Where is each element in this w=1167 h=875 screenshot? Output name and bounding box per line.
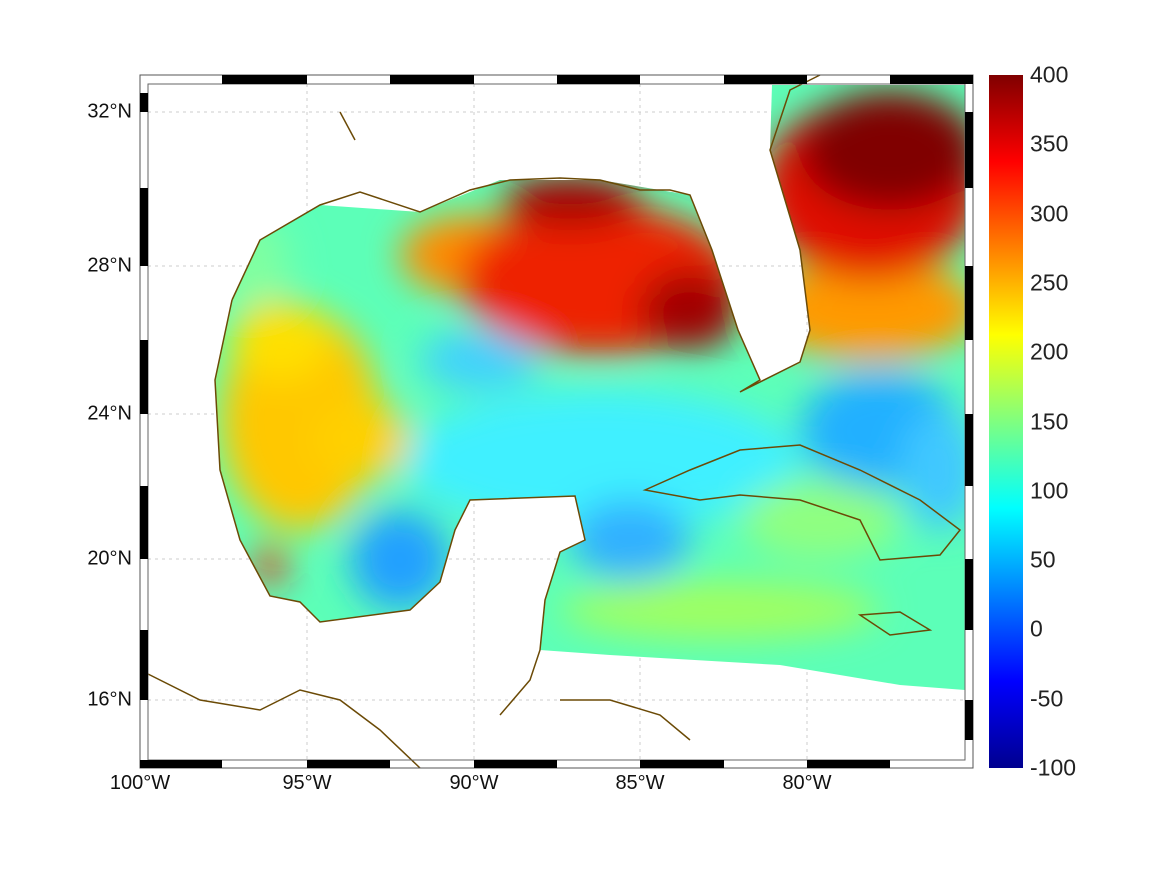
colorbar-tick: -50 <box>1030 685 1064 712</box>
colorbar-tick: 200 <box>1030 338 1069 365</box>
lon-tick: 85°W <box>615 772 665 794</box>
colorbar-tick: 100 <box>1030 477 1069 504</box>
colorbar-tick: 150 <box>1030 408 1069 434</box>
colorbar-tick: -100 <box>1030 754 1077 781</box>
lon-tick: 90°W <box>449 772 499 794</box>
colorbar-tick: 350 <box>1030 130 1069 157</box>
lon-tick: 80°W <box>782 772 832 794</box>
colorbar-tick: 0 <box>1030 615 1043 642</box>
lon-tick: 100°W <box>109 772 171 794</box>
colorbar-tick: 250 <box>1030 269 1069 296</box>
lat-tick: 28°N <box>87 254 132 277</box>
lon-tick: 95°W <box>282 772 332 794</box>
colorbar-tick: 300 <box>1030 200 1069 227</box>
lat-tick: 20°N <box>87 547 132 570</box>
colorbar <box>989 75 1023 768</box>
colorbar-tick: 400 <box>1030 61 1069 88</box>
map-frame <box>139 74 974 769</box>
coastlines <box>139 74 962 769</box>
colorbar-tick: 50 <box>1030 546 1056 573</box>
field-layer <box>215 85 965 690</box>
lat-tick: 16°N <box>87 688 132 711</box>
lat-tick: 32°N <box>87 100 132 123</box>
lat-tick: 24°N <box>87 402 132 425</box>
